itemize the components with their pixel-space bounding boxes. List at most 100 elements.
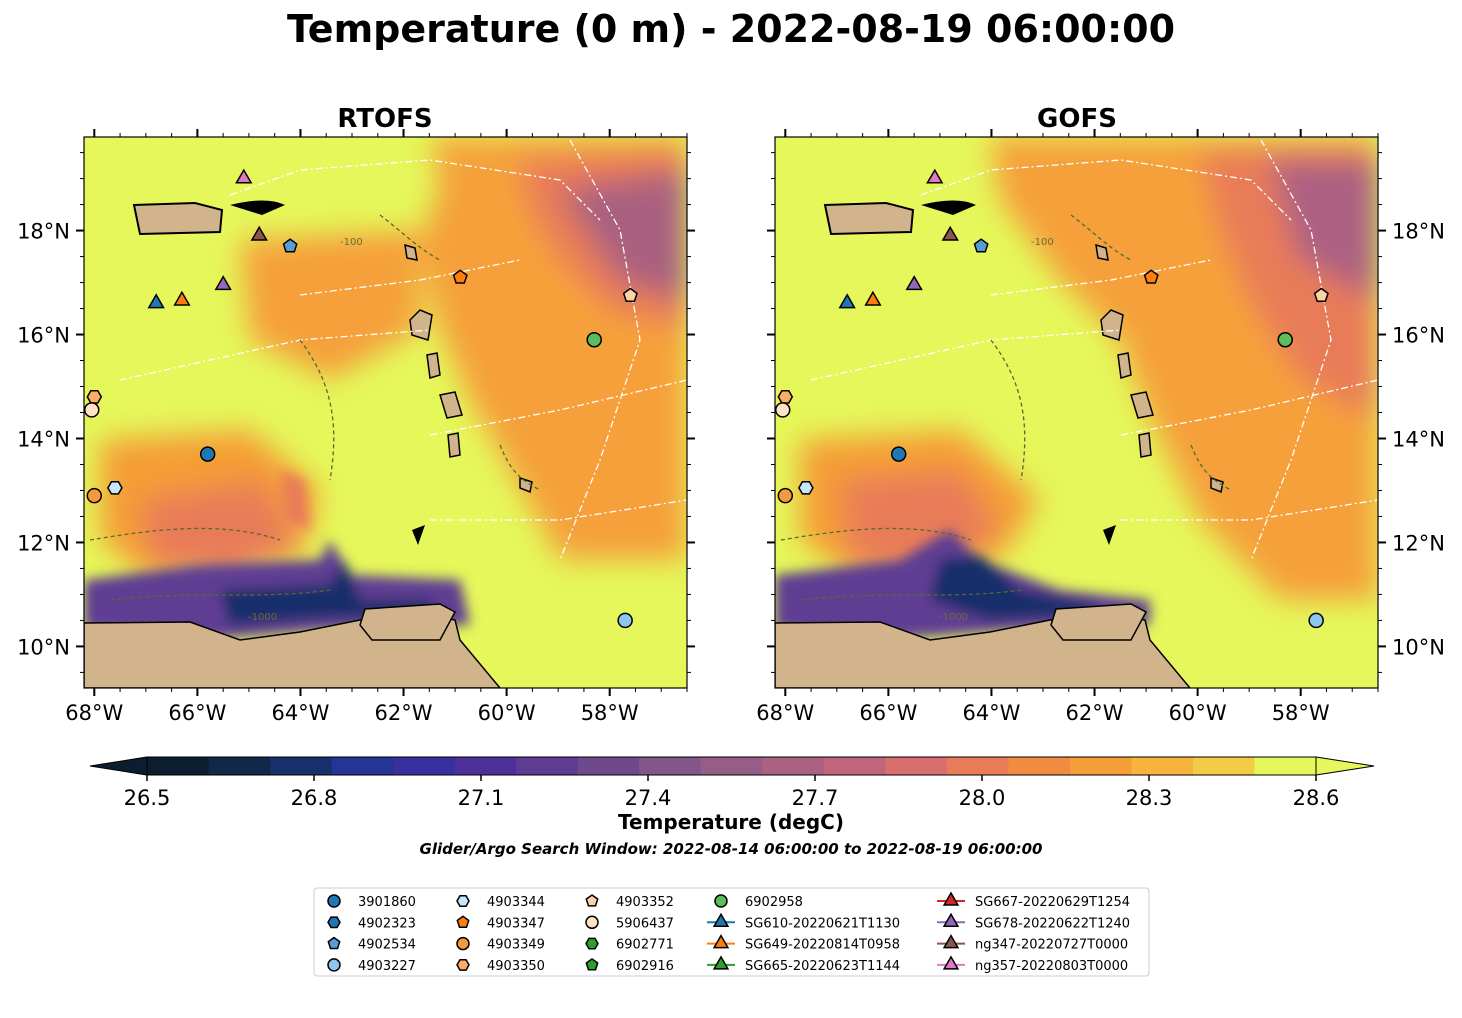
- observation-markers: [774, 168, 1329, 629]
- land-puerto-rico: [823, 201, 915, 236]
- colorbar-swatch: [700, 757, 763, 775]
- legend-label: ng357-20220803T0000: [975, 959, 1128, 974]
- legend-marker: [712, 912, 730, 928]
- lon-tick-label: 60°W: [1169, 701, 1227, 725]
- legend-marker: [712, 955, 730, 970]
- colorbar-swatch: [516, 757, 579, 775]
- legend-marker: [942, 955, 960, 970]
- colorbar-swatch: [885, 757, 948, 775]
- sst-field-warm: [100, 137, 687, 580]
- tick-marks: 68°W 66°W 64°W 62°W 60°W 58°W 18°N 16°N 14°N 12°N…: [17, 129, 695, 725]
- lon-tick-label: 64°W: [271, 701, 329, 725]
- colorbar-swatch: [1131, 757, 1194, 775]
- legend-marker: [327, 916, 341, 929]
- land-grenadines: [412, 525, 425, 545]
- land-guadeloupe: [409, 309, 433, 341]
- colorbar-extend-min: [89, 756, 148, 776]
- land-martinique: [1130, 391, 1154, 419]
- land-barbados: [519, 476, 533, 494]
- observation-marker: [1313, 287, 1329, 302]
- legend-label: 4903349: [487, 938, 545, 953]
- legend-label: 4903352: [616, 895, 674, 910]
- legend-marker: [585, 894, 599, 907]
- observation-marker: [1143, 269, 1159, 284]
- land-st-kitts: [1095, 243, 1109, 261]
- legend-label: ng347-20220727T0000: [975, 938, 1128, 953]
- observation-marker: [86, 390, 103, 404]
- colorbar-tick-label: 28.0: [959, 786, 1006, 810]
- legend-marker: [585, 957, 599, 971]
- contour-label: -1000: [248, 612, 277, 623]
- legend-label: 4903344: [487, 895, 545, 910]
- observation-marker: [890, 446, 907, 462]
- colorbar-tick-label: 28.6: [1293, 786, 1340, 810]
- lat-tick-label: 18°N: [17, 220, 70, 244]
- colorbar-swatch: [1192, 757, 1256, 775]
- panel-title: GOFS: [1037, 104, 1117, 134]
- observation-marker: [798, 481, 814, 495]
- legend-marker: [942, 891, 960, 906]
- colorbar-swatch: [946, 757, 1009, 775]
- legend-marker: [456, 915, 470, 928]
- colorbar-label: Temperature (degC): [618, 810, 844, 834]
- lat-tick-label: 12°N: [17, 531, 70, 555]
- colorbar-swatch: [823, 757, 886, 775]
- colorbar-tick-label: 26.5: [124, 786, 171, 810]
- map-panel-rtofs: RTOFS: [17, 104, 695, 725]
- observation-marker: [147, 293, 165, 309]
- observation-marker: [586, 331, 602, 348]
- legend-label: 4903347: [487, 916, 545, 931]
- legend-label: SG678-20220622T1240: [975, 916, 1130, 931]
- lat-tick-label: 18°N: [1392, 220, 1445, 244]
- observation-marker: [864, 290, 882, 306]
- map-area: -100 -1000: [84, 137, 687, 688]
- lat-tick-label: 14°N: [1392, 427, 1445, 451]
- legend-marker: [714, 894, 728, 908]
- observation-marker: [235, 168, 253, 184]
- legend-marker: [942, 934, 960, 949]
- legend-label: 4902534: [358, 938, 416, 953]
- contour-label: -100: [1031, 237, 1054, 248]
- observation-marker: [250, 225, 268, 241]
- lon-tick-label: 62°W: [1066, 701, 1124, 725]
- legend-label: 6902916: [616, 959, 674, 974]
- legend-label: 4903227: [358, 959, 416, 974]
- legend-label: 6902771: [616, 938, 674, 953]
- lon-tick-label: 62°W: [375, 701, 433, 725]
- colorbar-swatch: [762, 757, 825, 775]
- lat-tick-label: 16°N: [1392, 324, 1445, 348]
- colorbar-tick-label: 27.7: [792, 786, 839, 810]
- observation-marker: [173, 290, 191, 306]
- lat-tick-label: 12°N: [1392, 531, 1445, 555]
- colorbar-swatch: [577, 757, 640, 775]
- lat-tick-label: 10°N: [1392, 635, 1445, 659]
- observation-marker: [777, 390, 794, 404]
- observation-marker: [452, 269, 468, 284]
- observation-marker: [926, 168, 944, 184]
- colorbar: 26.5 26.8 27.1 27.4 27.7 28.0 28.3 28.6 Tempera…: [89, 756, 1375, 834]
- observation-marker: [282, 238, 298, 253]
- observation-marker: [973, 238, 989, 253]
- observation-marker: [777, 487, 794, 504]
- colorbar-swatches: [147, 757, 1317, 775]
- map-panel-gofs: GOFS: [756, 104, 1445, 725]
- land-guadeloupe: [1100, 309, 1124, 341]
- colorbar-swatch: [393, 757, 456, 775]
- legend-marker: [327, 936, 341, 950]
- legend-marker: [456, 936, 470, 951]
- colorbar-swatch: [639, 757, 702, 775]
- colorbar-swatch: [147, 757, 210, 775]
- land-trinidad: [1050, 603, 1148, 641]
- land-barbados: [1210, 476, 1224, 494]
- observation-marker: [86, 487, 103, 504]
- observation-marker: [214, 275, 232, 291]
- lat-tick-label: 10°N: [17, 635, 70, 659]
- observation-marker: [774, 402, 791, 418]
- lon-tick-label: 60°W: [478, 701, 536, 725]
- legend-label: 5906437: [616, 916, 674, 931]
- lat-tick-label: 14°N: [17, 427, 70, 451]
- land-trinidad: [359, 603, 457, 641]
- legend-label: SG665-20220623T1144: [745, 959, 900, 974]
- observation-marker: [83, 402, 100, 418]
